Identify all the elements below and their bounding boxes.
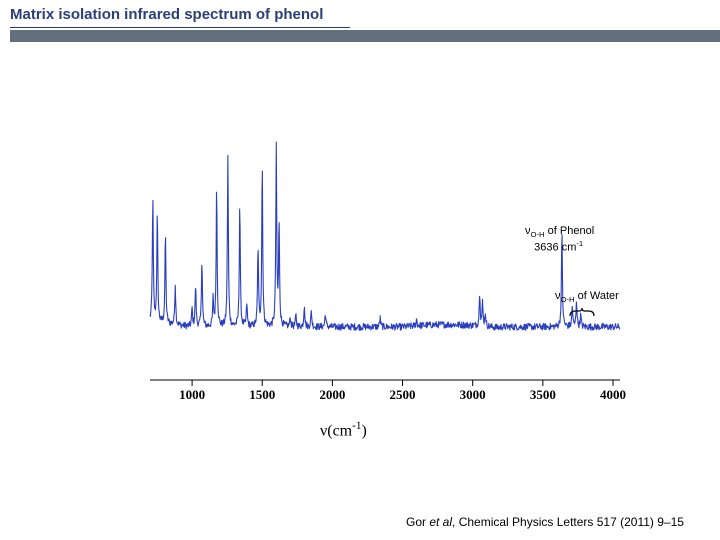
annotation-phenol: νO-H of Phenol 3636 cm-1 bbox=[525, 225, 594, 254]
brace-icon bbox=[569, 307, 599, 325]
header-bar bbox=[10, 30, 720, 42]
svg-text:2000: 2000 bbox=[319, 387, 345, 402]
svg-text:1000: 1000 bbox=[179, 387, 205, 402]
annotation-water-text: of Water bbox=[575, 290, 619, 302]
page-title: Matrix isolation infrared spectrum of ph… bbox=[10, 6, 323, 23]
citation-etal: et al bbox=[429, 515, 452, 529]
svg-text:3500: 3500 bbox=[530, 387, 556, 402]
svg-text:4000: 4000 bbox=[600, 387, 626, 402]
subscript-oh: O-H bbox=[561, 295, 575, 304]
citation: Gor et al, Chemical Physics Letters 517 … bbox=[406, 515, 684, 529]
annotation-phenol-wn: 3636 cm bbox=[534, 242, 576, 254]
citation-author: Gor bbox=[406, 515, 429, 529]
subscript-oh: O-H bbox=[531, 230, 545, 239]
annotation-water: νO-H of Water bbox=[555, 290, 619, 304]
axis-label-unit: (cm bbox=[327, 422, 352, 439]
annotation-phenol-text: of Phenol bbox=[545, 225, 595, 237]
citation-ref: , Chemical Physics Letters 517 (2011) 9–… bbox=[452, 515, 684, 529]
svg-text:1500: 1500 bbox=[249, 387, 275, 402]
svg-text:2500: 2500 bbox=[390, 387, 416, 402]
title-underline bbox=[10, 27, 350, 28]
svg-text:3000: 3000 bbox=[460, 387, 486, 402]
axis-label-tail: ) bbox=[361, 422, 366, 439]
x-axis-label: ν(cm-1) bbox=[320, 420, 367, 440]
superscript-neg1: -1 bbox=[576, 239, 583, 248]
